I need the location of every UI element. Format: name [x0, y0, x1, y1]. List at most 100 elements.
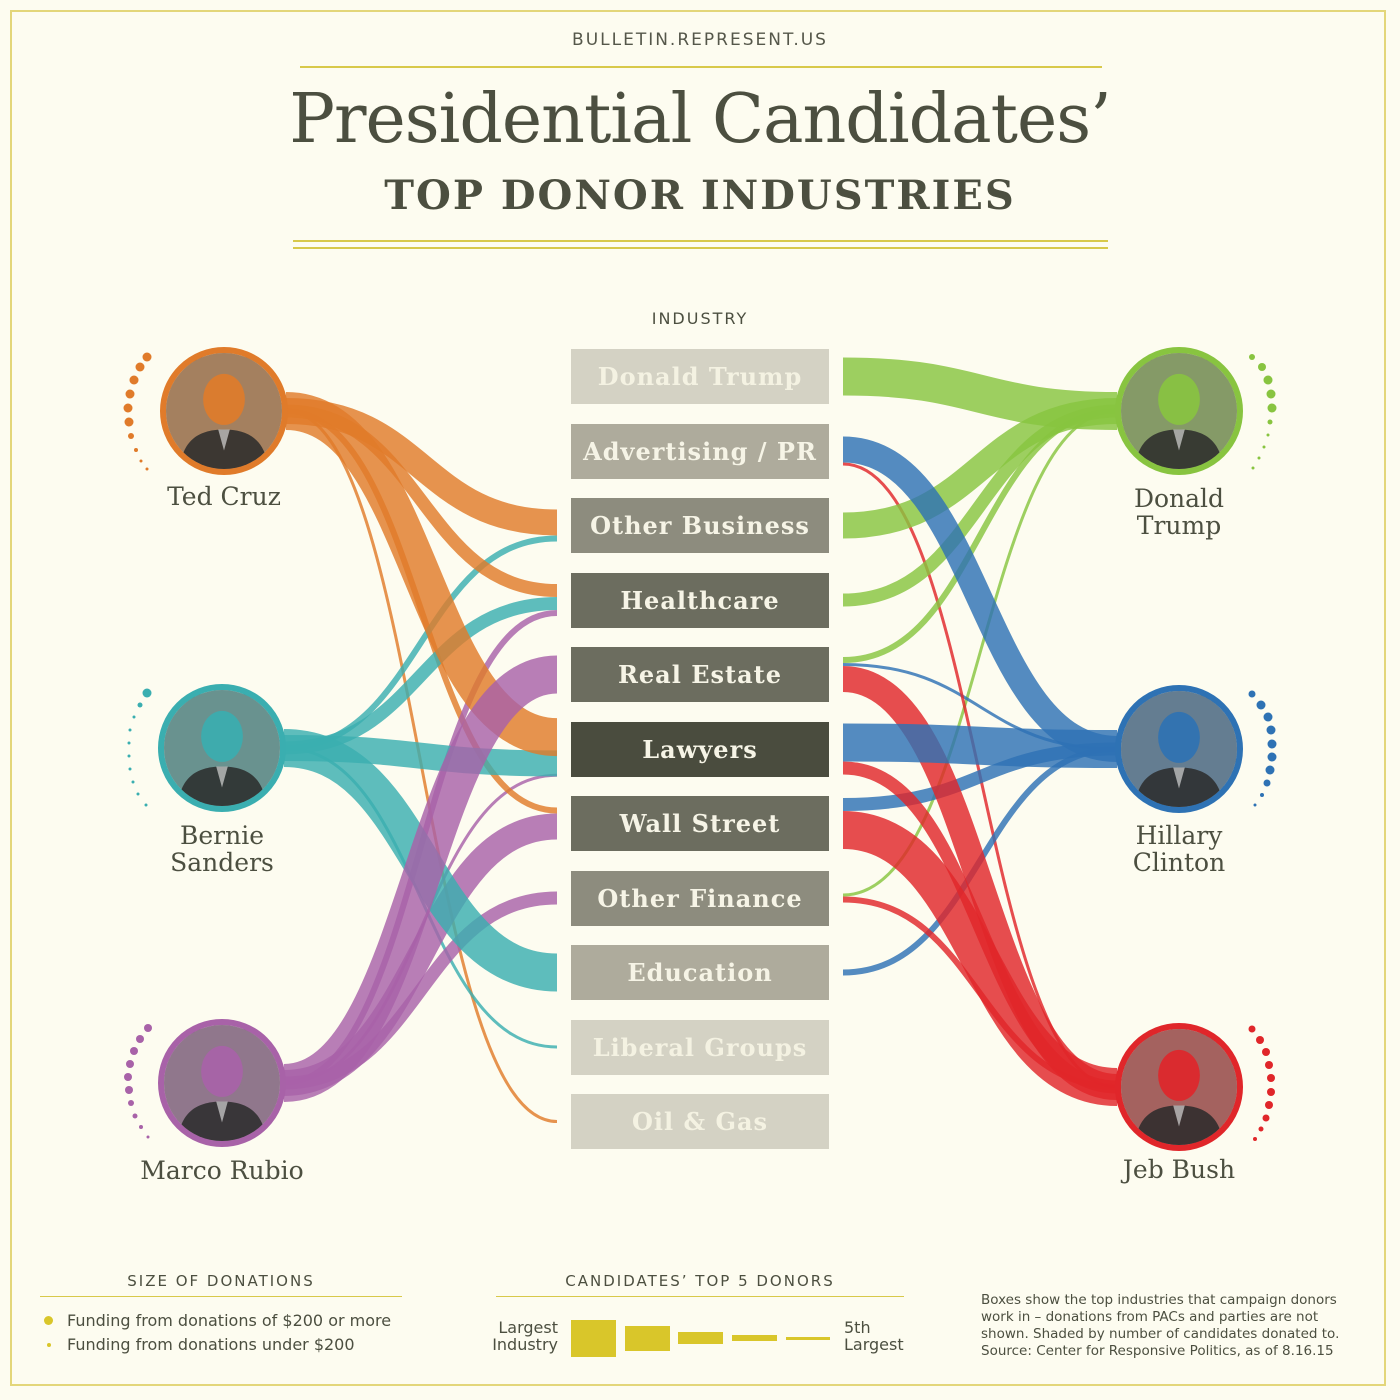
industry-box-other-finance: Other Finance: [571, 870, 829, 926]
size-dot-sanders-5: [127, 741, 131, 745]
size-dot-trump-8: [1262, 445, 1266, 449]
industry-box-healthcare: Healthcare: [571, 572, 829, 628]
size-dot-clinton-3: [1263, 712, 1273, 722]
portrait-clinton: [1115, 685, 1243, 813]
top5-right-label: 5th Largest: [844, 1318, 904, 1354]
size-dot-clinton-5: [1267, 739, 1277, 749]
industry-box-wall-street: Wall Street: [571, 796, 829, 851]
header-rule-bottom-1: [293, 240, 1108, 242]
portrait-trump: [1115, 347, 1243, 475]
size-dot-sanders-1: [142, 688, 152, 698]
size-dot-cruz-7: [128, 433, 134, 439]
size-dot-clinton-6: [1267, 752, 1277, 762]
candidate-name-cruz: Ted Cruz: [167, 482, 281, 511]
size-dot-rubio-6: [125, 1086, 133, 1094]
size-legend-large-label: Funding from donations of $200 or more: [67, 1311, 392, 1330]
portrait-cruz: [160, 347, 288, 475]
size-dot-clinton-10: [1253, 803, 1257, 807]
size-dot-rubio-4: [126, 1060, 134, 1068]
size-legend-rule: [40, 1296, 402, 1297]
candidate-name-rubio: Marco Rubio: [140, 1156, 304, 1185]
size-dot-rubio-1: [144, 1024, 152, 1032]
portrait-bush: [1115, 1023, 1243, 1151]
portrait-rubio: [158, 1019, 286, 1147]
size-dot-bush-7: [1265, 1101, 1273, 1109]
size-dot-bush-2: [1256, 1036, 1264, 1044]
size-dot-clinton-2: [1256, 700, 1266, 710]
person-silhouette-icon: [1121, 353, 1237, 469]
size-legend-large: Funding from donations of $200 or more: [44, 1311, 391, 1330]
size-dot-trump-7: [1266, 433, 1270, 437]
size-dot-trump-2: [1258, 363, 1266, 371]
top5-left-label: Largest Industry: [492, 1318, 558, 1354]
size-dot-trump-1: [1249, 354, 1255, 360]
size-dot-sanders-7: [128, 767, 132, 771]
portrait-sanders: [158, 684, 286, 812]
flow-trump-donald-trump: [842, 357, 1118, 430]
industry-box-other-business: Other Business: [571, 498, 829, 553]
industry-box-oil-gas: Oil & Gas: [571, 1094, 829, 1149]
size-dot-rubio-9: [139, 1125, 143, 1129]
size-legend-heading: SIZE OF DONATIONS: [127, 1272, 315, 1290]
candidate-name-bush: Jeb Bush: [1122, 1155, 1236, 1184]
footnote: Boxes show the top industries that campa…: [981, 1292, 1340, 1359]
size-dot-clinton-7: [1265, 765, 1275, 775]
size-dot-sanders-3: [132, 715, 136, 719]
size-dot-bush-9: [1258, 1126, 1264, 1132]
flow-bush-wall-street: [841, 811, 1119, 1106]
flow-clinton-lawyers: [842, 723, 1118, 768]
size-dot-bush-10: [1253, 1137, 1257, 1141]
size-dot-sanders-10: [144, 803, 148, 807]
person-silhouette-icon: [164, 690, 280, 806]
size-dot-bush-1: [1248, 1025, 1256, 1033]
size-dot-trump-5: [1267, 403, 1277, 413]
size-dot-cruz-8: [134, 448, 138, 452]
size-legend-small: Funding from donations under $200: [46, 1335, 355, 1354]
header-rule-bottom-2: [293, 247, 1108, 249]
size-dot-bush-3: [1262, 1048, 1270, 1056]
rank-3-bar: [678, 1332, 723, 1344]
size-dot-rubio-5: [124, 1073, 132, 1081]
size-dot-trump-6: [1267, 419, 1273, 425]
person-silhouette-icon: [166, 353, 282, 469]
top5-legend-heading: CANDIDATES’ TOP 5 DONORS: [565, 1272, 835, 1290]
industry-heading: INDUSTRY: [651, 309, 749, 328]
size-dot-cruz-5: [123, 403, 133, 413]
person-silhouette-icon: [164, 1025, 280, 1141]
candidate-name-clinton: Hillary Clinton: [1132, 821, 1226, 877]
size-dot-bush-5: [1267, 1074, 1275, 1082]
size-dot-clinton-4: [1266, 725, 1276, 735]
size-dot-sanders-6: [127, 754, 131, 758]
flow-trump-other-finance: [842, 409, 1118, 897]
size-dot-rubio-7: [128, 1100, 134, 1106]
size-dot-cruz-4: [125, 389, 135, 399]
page-subtitle: TOP DONOR INDUSTRIES: [384, 172, 1016, 219]
flow-rubio-real-estate: [282, 655, 559, 1102]
size-dot-rubio-3: [130, 1047, 138, 1055]
size-dot-sanders-8: [131, 780, 135, 784]
size-dot-bush-6: [1267, 1088, 1275, 1096]
size-dot-cruz-2: [135, 362, 145, 372]
industry-box-lawyers: Lawyers: [571, 721, 829, 777]
size-dot-rubio-2: [136, 1035, 144, 1043]
size-dot-sanders-4: [128, 728, 132, 732]
size-dot-trump-10: [1251, 466, 1255, 470]
rank-1-bar: [571, 1320, 616, 1357]
size-dot-trump-4: [1266, 389, 1276, 399]
industry-box-education: Education: [571, 945, 829, 1000]
candidate-name-sanders: Bernie Sanders: [170, 821, 274, 877]
top5-legend-rule: [496, 1296, 904, 1297]
industry-box-advertising-pr: Advertising / PR: [571, 423, 829, 479]
size-dot-clinton-9: [1260, 793, 1264, 797]
size-dot-cruz-10: [145, 467, 149, 471]
size-dot-clinton-8: [1263, 779, 1271, 787]
size-dot-cruz-9: [139, 459, 143, 463]
size-dot-cruz-3: [129, 375, 139, 385]
size-dot-clinton-1: [1248, 690, 1256, 698]
rank-2-bar: [625, 1326, 670, 1351]
size-dot-sanders-9: [136, 792, 140, 796]
person-silhouette-icon: [1121, 691, 1237, 807]
size-dot-cruz-6: [124, 417, 134, 427]
large-dot-icon: [44, 1316, 53, 1325]
